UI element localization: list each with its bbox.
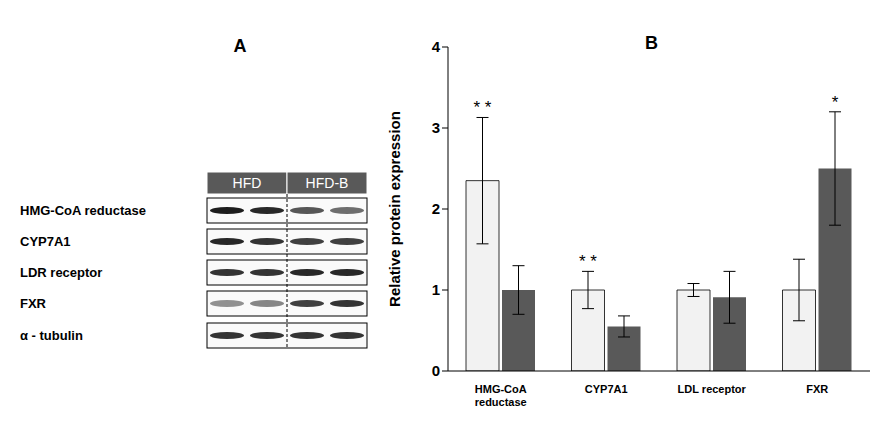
svg-text:FXR: FXR	[20, 296, 47, 311]
svg-text:FXR: FXR	[806, 383, 828, 395]
svg-text:HFD-B: HFD-B	[306, 175, 349, 191]
svg-text:α - tubulin: α - tubulin	[20, 328, 83, 343]
svg-text:3: 3	[432, 119, 440, 136]
svg-text:A: A	[234, 36, 247, 56]
html-text:B: B	[645, 33, 658, 53]
svg-text:4: 4	[432, 38, 441, 55]
svg-text:HMG-CoAreductase: HMG-CoAreductase	[475, 383, 527, 408]
svg-text:HMG-CoA reductase: HMG-CoA reductase	[20, 203, 146, 218]
svg-text:*: *	[832, 93, 839, 112]
svg-text:Relative protein expression: Relative protein expression	[386, 111, 403, 307]
svg-text:0: 0	[432, 362, 440, 379]
svg-text:* *: * *	[474, 98, 492, 117]
svg-text:LDL receptor: LDL receptor	[678, 383, 747, 395]
svg-text:CYP7A1: CYP7A1	[20, 234, 71, 249]
svg-text:1: 1	[432, 281, 440, 298]
svg-text:HFD: HFD	[233, 175, 262, 191]
svg-text:LDR receptor: LDR receptor	[20, 265, 102, 280]
svg-text:CYP7A1: CYP7A1	[585, 383, 628, 395]
svg-text:2: 2	[432, 200, 440, 217]
svg-text:* *: * *	[579, 252, 597, 271]
